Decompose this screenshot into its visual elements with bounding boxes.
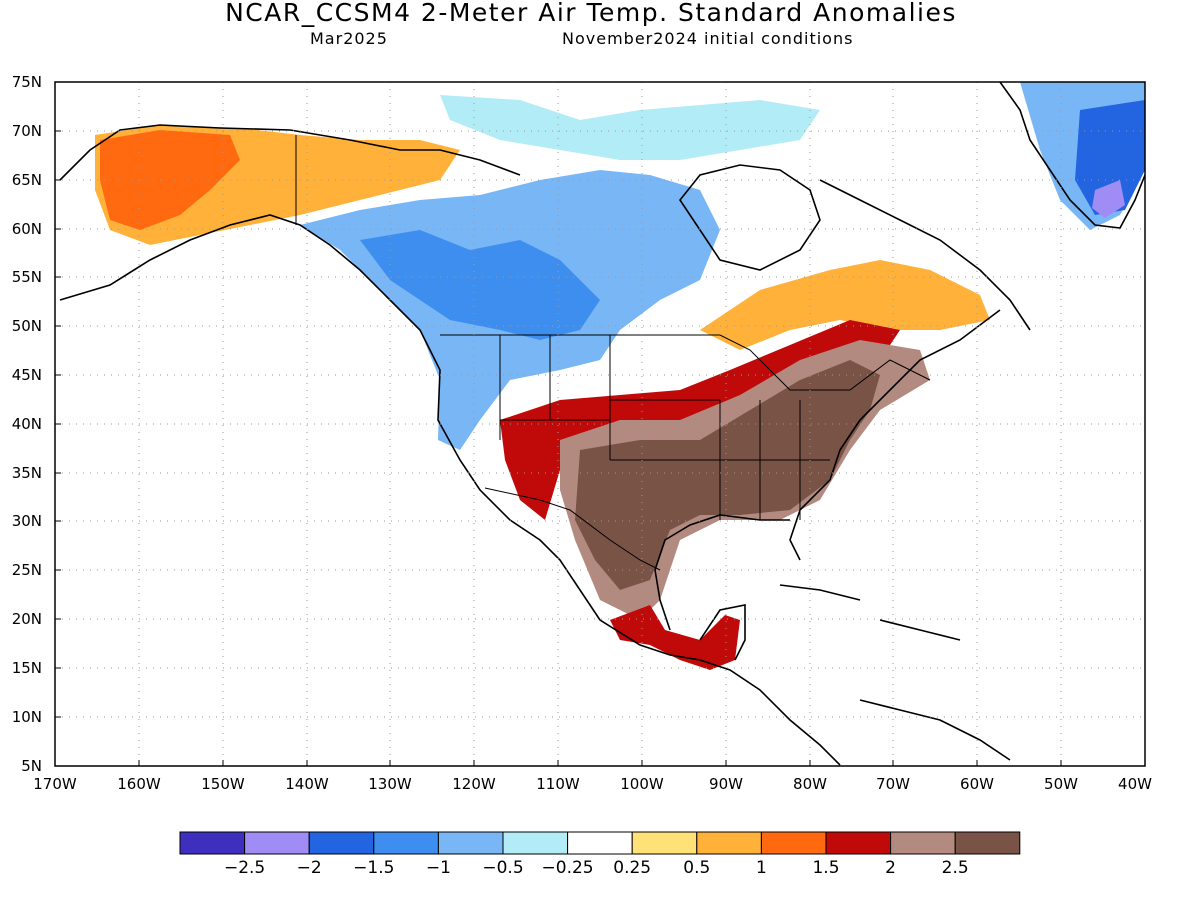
- lon-label: 90W: [709, 775, 743, 793]
- lon-label: 130W: [368, 775, 412, 793]
- anomaly-field: [95, 82, 1145, 670]
- lat-labels: 5N 10N 15N 20N 25N 30N 35N 40N 45N 50N 5…: [12, 73, 42, 775]
- colorbar-label: 0.5: [683, 858, 710, 878]
- lon-label: 80W: [793, 775, 827, 793]
- alaska-strong-warm: [100, 130, 240, 230]
- colorbar-swatch: [567, 831, 633, 855]
- lon-labels: 170W 160W 150W 140W 130W 120W 110W 100W …: [33, 775, 1152, 793]
- lat-label: 60N: [12, 220, 42, 238]
- lon-label: 140W: [285, 775, 329, 793]
- gulf-coast: [654, 514, 790, 631]
- lat-label: 5N: [21, 757, 42, 775]
- colorbar-label: −0.25: [542, 858, 594, 878]
- colorbar-label: −1: [426, 858, 451, 878]
- greenland-coast: [999, 82, 1145, 229]
- colorbar-labels: −2.5 −2 −1.5 −1 −0.5 −0.25 0.25 0.5 1 1.…: [224, 858, 969, 878]
- north-america-outline: [59, 214, 841, 766]
- arctic-islands-slight-cold: [440, 95, 820, 160]
- colorbar-swatch: [954, 831, 1021, 855]
- colorbar-label: −2: [297, 858, 322, 878]
- lat-label: 35N: [12, 464, 42, 482]
- hudson-bay: [679, 164, 821, 271]
- lat-label: 30N: [12, 512, 42, 530]
- initial-conditions-label: November2024 initial conditions: [562, 29, 854, 48]
- caribbean-islands: [779, 584, 1011, 761]
- lat-label: 40N: [12, 415, 42, 433]
- lat-label: 20N: [12, 610, 42, 628]
- lon-label: 50W: [1044, 775, 1078, 793]
- colorbar-label: −1.5: [353, 858, 394, 878]
- colorbar-swatch: [244, 831, 310, 855]
- forecast-month: Mar2025: [310, 29, 388, 48]
- colorbar-label: 2: [885, 858, 896, 878]
- lat-label: 55N: [12, 268, 42, 286]
- lon-label: 120W: [452, 775, 496, 793]
- lat-label: 15N: [12, 659, 42, 677]
- lat-label: 50N: [12, 317, 42, 335]
- colorbar-swatch: [890, 831, 956, 855]
- lat-ticks: [55, 81, 61, 767]
- lon-label: 70W: [876, 775, 910, 793]
- colorbar-label: 2.5: [942, 858, 969, 878]
- quebec-warm: [700, 260, 990, 350]
- southern-us-very-warm: [575, 360, 880, 590]
- lat-label: 10N: [12, 708, 42, 726]
- greenland-core-cold: [1092, 180, 1125, 218]
- chart-title: NCAR_CCSM4 2-Meter Air Temp. Standard An…: [225, 0, 957, 27]
- lat-label: 65N: [12, 171, 42, 189]
- colorbar-label: 1.5: [812, 858, 839, 878]
- greenland-strong-cold: [1075, 100, 1145, 215]
- colorbar-swatch: [437, 831, 504, 855]
- us-canada-border: [440, 334, 931, 391]
- lon-label: 60W: [960, 775, 994, 793]
- lon-label: 100W: [620, 775, 664, 793]
- lat-label: 70N: [12, 122, 42, 140]
- state-lines: [499, 335, 830, 520]
- lon-ticks: [54, 760, 1146, 766]
- lon-label: 110W: [536, 775, 580, 793]
- colorbar-swatch: [373, 831, 439, 855]
- lat-label: 25N: [12, 561, 42, 579]
- colorbar-swatch: [825, 831, 892, 855]
- us-east-coast: [789, 309, 1001, 561]
- lon-label: 40W: [1118, 775, 1152, 793]
- labrador-coast: [819, 179, 1031, 331]
- colorbar-label: −0.5: [482, 858, 523, 878]
- yucatan: [699, 604, 746, 661]
- canadian-prairies-cold: [360, 230, 600, 340]
- lon-label: 150W: [201, 775, 245, 793]
- lon-label: 170W: [33, 775, 77, 793]
- us-mexico-border: [484, 487, 661, 571]
- colorbar-label: 0.25: [613, 858, 651, 878]
- coastlines: [59, 82, 1145, 766]
- lat-label: 75N: [12, 73, 42, 91]
- colorbar-swatch: [696, 831, 762, 855]
- colorbar-swatch: [760, 831, 827, 855]
- lat-label: 45N: [12, 366, 42, 384]
- colorbar-swatch: [631, 831, 698, 855]
- alaska-north-coast: [59, 124, 521, 181]
- colorbar-swatch: [308, 831, 375, 855]
- colorbar-label: −2.5: [224, 858, 265, 878]
- colorbar-label: 1: [756, 858, 767, 878]
- colorbar-swatch: [502, 831, 569, 855]
- lon-label: 160W: [117, 775, 161, 793]
- colorbar-swatch: [179, 831, 246, 855]
- borders: [295, 135, 931, 571]
- colorbar: [179, 831, 1021, 855]
